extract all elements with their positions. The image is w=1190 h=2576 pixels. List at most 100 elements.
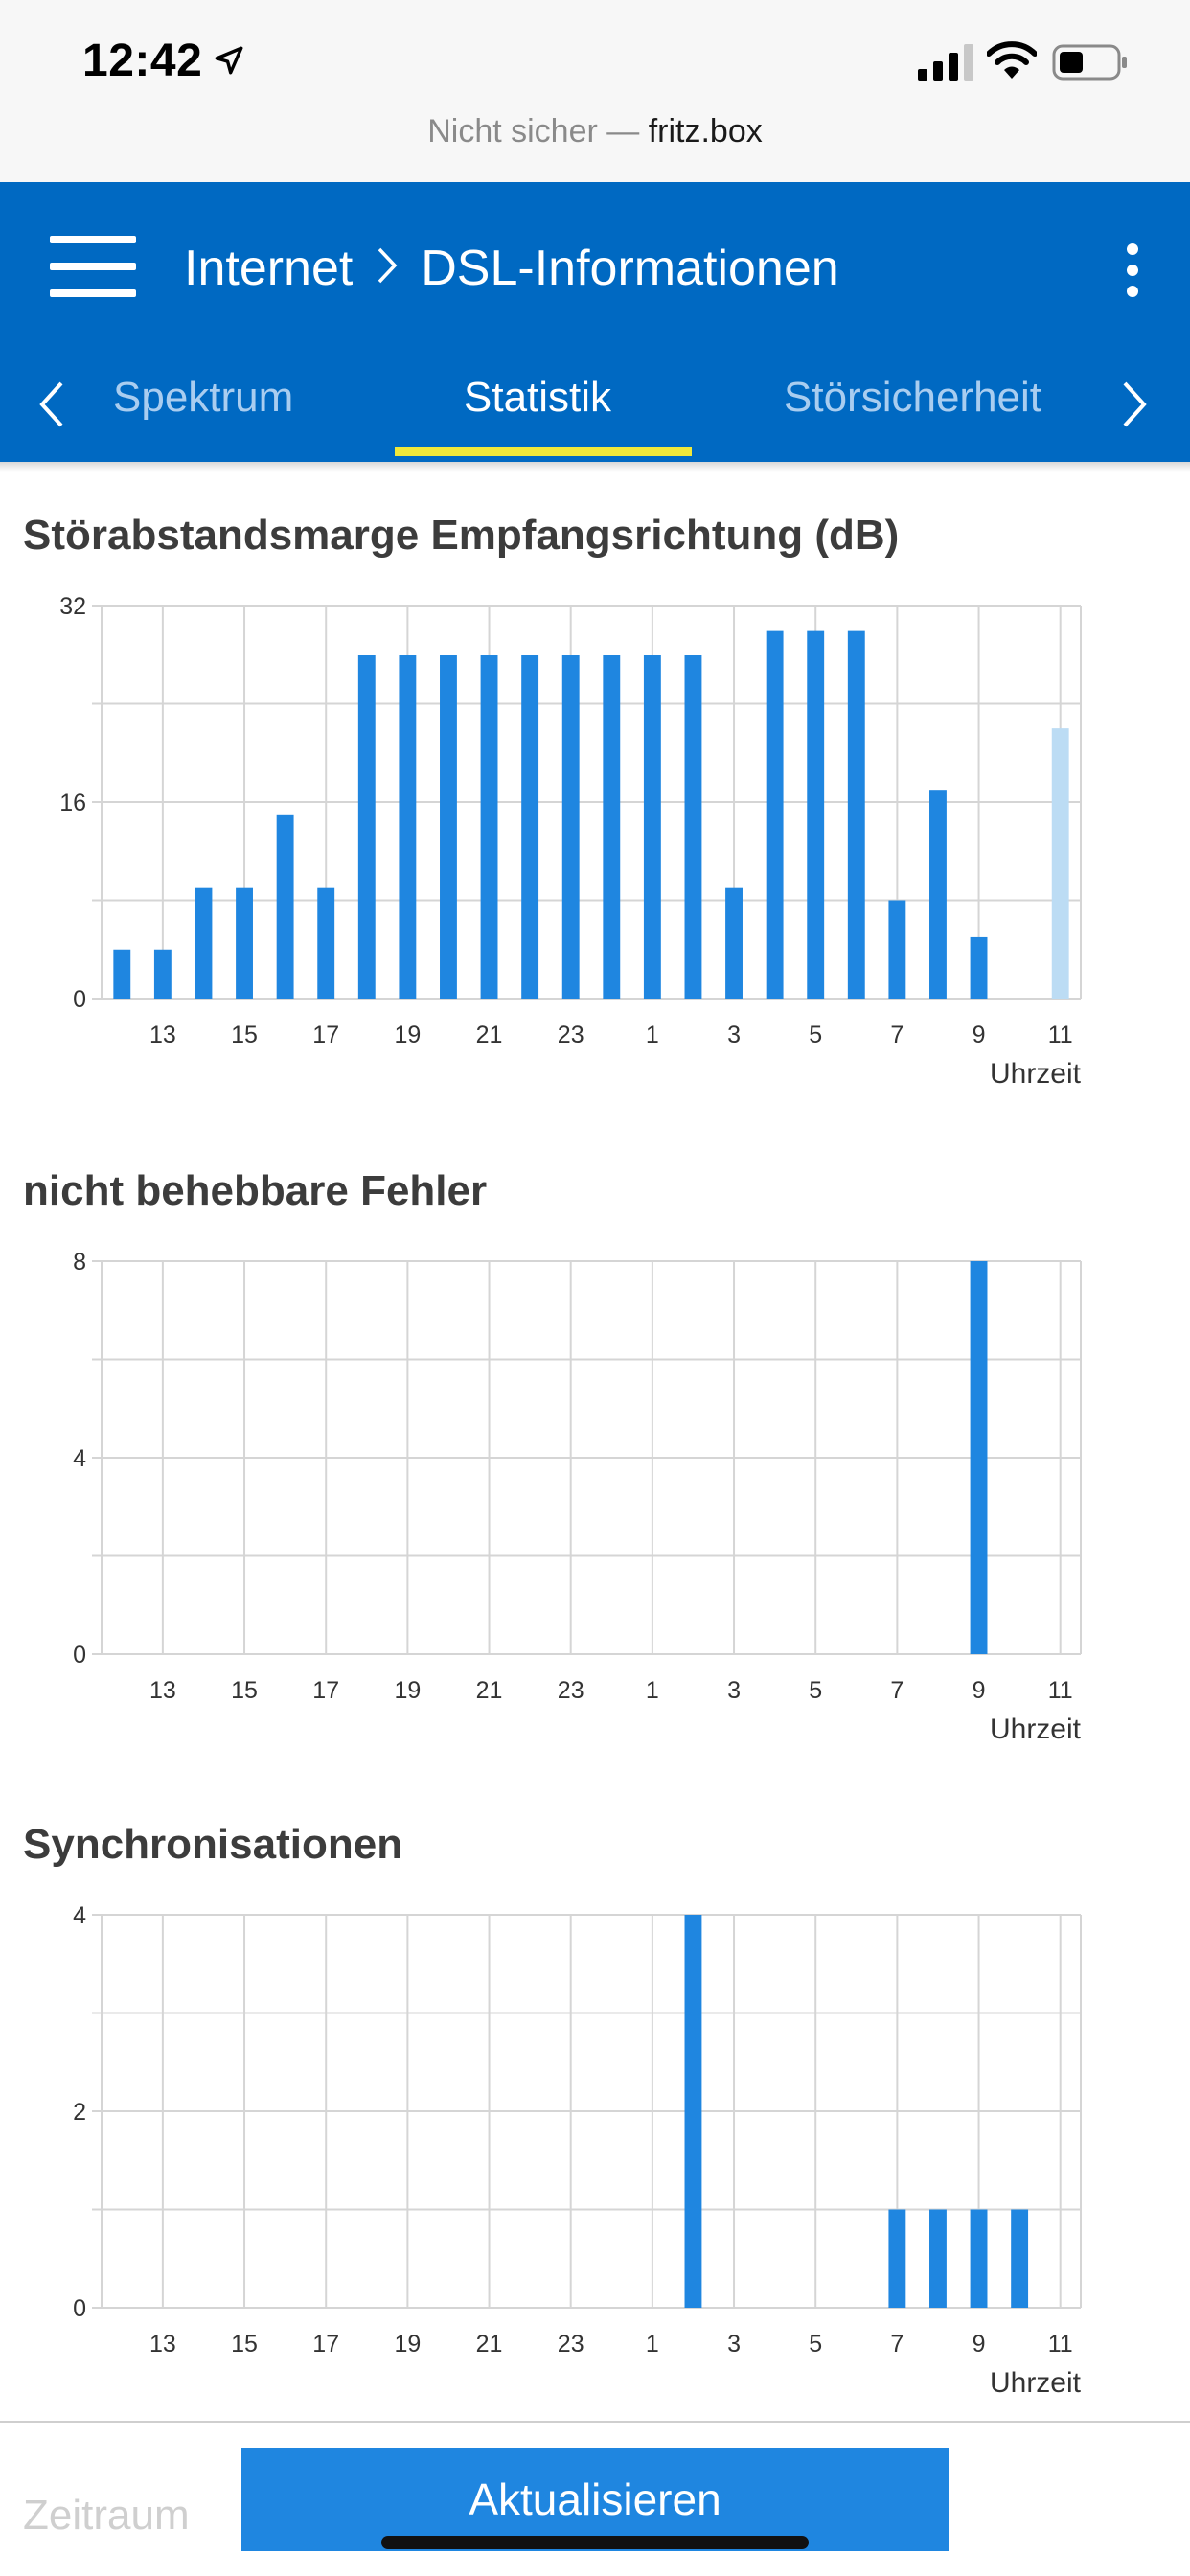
x-axis-label: Uhrzeit bbox=[990, 1058, 1082, 1090]
period-label[interactable]: Zeitraum bbox=[23, 2492, 190, 2539]
bar-hour-9[interactable] bbox=[970, 1261, 988, 1654]
bar-hour-16[interactable] bbox=[276, 814, 294, 999]
breadcrumb: Internet DSL-Informationen bbox=[184, 240, 839, 297]
bar-hour-22[interactable] bbox=[521, 655, 539, 999]
bar-hour-7[interactable] bbox=[888, 900, 906, 1000]
bar-hour-5[interactable] bbox=[807, 630, 825, 999]
more-options-icon[interactable] bbox=[1113, 243, 1152, 301]
refresh-button[interactable]: Aktualisieren bbox=[241, 2448, 949, 2551]
bar-hour-14[interactable] bbox=[195, 887, 213, 999]
url-security-label: Nicht sicher — bbox=[427, 113, 649, 150]
x-tick-label: 3 bbox=[727, 1022, 741, 1048]
x-tick-label: 15 bbox=[231, 2331, 258, 2358]
x-tick-label: 13 bbox=[149, 1677, 176, 1704]
x-tick-label: 19 bbox=[394, 1677, 421, 1704]
x-tick-label: 5 bbox=[809, 2331, 822, 2358]
active-tab-indicator bbox=[395, 447, 692, 456]
y-tick-label: 32 bbox=[59, 593, 86, 620]
chart-title-snr-margin: Störabstandsmarge Empfangsrichtung (dB) bbox=[23, 512, 900, 559]
bar-hour-2[interactable] bbox=[684, 1915, 702, 2308]
bar-hour-9[interactable] bbox=[970, 2209, 988, 2309]
tab-scroll-left-icon[interactable] bbox=[34, 380, 69, 429]
x-tick-label: 21 bbox=[476, 1677, 503, 1704]
url-bar[interactable]: Nicht sicher — fritz.box bbox=[0, 113, 1190, 150]
header-shadow bbox=[0, 462, 1190, 472]
wifi-icon bbox=[987, 41, 1037, 79]
x-tick-label: 23 bbox=[558, 1677, 584, 1704]
bar-hour-20[interactable] bbox=[440, 655, 457, 999]
bar-hour-21[interactable] bbox=[480, 655, 498, 999]
tab-scroll-right-icon[interactable] bbox=[1117, 380, 1152, 429]
y-tick-label: 4 bbox=[73, 1902, 86, 1929]
tab-stoersicherheit[interactable]: Störsicherheit bbox=[784, 374, 1042, 421]
bar-hour-7[interactable] bbox=[888, 2209, 906, 2309]
x-tick-label: 23 bbox=[558, 2331, 584, 2358]
location-arrow-icon bbox=[215, 46, 243, 75]
x-tick-label: 9 bbox=[973, 2331, 986, 2358]
x-tick-label: 15 bbox=[231, 1022, 258, 1048]
x-tick-label: 19 bbox=[394, 1022, 421, 1048]
x-axis-label: Uhrzeit bbox=[990, 1714, 1082, 1745]
bar-hour-23[interactable] bbox=[561, 655, 580, 999]
x-tick-label: 9 bbox=[973, 1677, 986, 1704]
x-tick-label: 11 bbox=[1048, 1677, 1073, 1704]
breadcrumb-parent[interactable]: Internet bbox=[184, 241, 354, 296]
y-tick-label: 0 bbox=[73, 1642, 86, 1668]
bar-hour-6[interactable] bbox=[847, 630, 865, 999]
x-tick-label: 13 bbox=[149, 2331, 176, 2358]
tab-statistik[interactable]: Statistik bbox=[464, 374, 612, 421]
x-tick-label: 17 bbox=[312, 1022, 339, 1048]
url-domain: fritz.box bbox=[648, 113, 763, 150]
x-tick-label: 11 bbox=[1048, 1022, 1073, 1048]
x-tick-label: 17 bbox=[312, 2331, 339, 2358]
x-tick-label: 21 bbox=[476, 1022, 503, 1048]
bar-hour-4[interactable] bbox=[766, 630, 784, 999]
bar-hour-10[interactable] bbox=[1011, 2209, 1029, 2309]
status-time: 12:42 bbox=[82, 35, 203, 86]
x-tick-label: 15 bbox=[231, 1677, 258, 1704]
y-tick-label: 8 bbox=[73, 1249, 86, 1276]
bar-hour-2[interactable] bbox=[684, 655, 702, 999]
home-indicator bbox=[381, 2536, 809, 2549]
x-tick-label: 3 bbox=[727, 2331, 741, 2358]
cellular-signal-icon bbox=[918, 44, 973, 80]
x-tick-label: 5 bbox=[809, 1677, 822, 1704]
bar-hour-15[interactable] bbox=[236, 887, 253, 999]
x-tick-label: 7 bbox=[890, 1022, 904, 1048]
bar-hour-19[interactable] bbox=[399, 655, 417, 999]
x-tick-label: 7 bbox=[890, 2331, 904, 2358]
bar-hour-3[interactable] bbox=[725, 887, 743, 999]
y-tick-label: 4 bbox=[73, 1445, 86, 1472]
x-tick-label: 21 bbox=[476, 2331, 503, 2358]
bar-hour-18[interactable] bbox=[357, 655, 376, 999]
x-tick-label: 23 bbox=[558, 1022, 584, 1048]
chart-title-synchronizations: Synchronisationen bbox=[23, 1821, 403, 1868]
chevron-right-icon bbox=[378, 247, 398, 284]
x-tick-label: 1 bbox=[646, 1022, 659, 1048]
y-tick-label: 16 bbox=[59, 790, 86, 816]
bar-hour-13[interactable] bbox=[153, 949, 172, 999]
bar-hour-1[interactable] bbox=[643, 655, 661, 999]
x-tick-label: 9 bbox=[973, 1022, 986, 1048]
y-tick-label: 0 bbox=[73, 986, 86, 1013]
bar-hour-12[interactable] bbox=[113, 949, 131, 999]
x-tick-label: 1 bbox=[646, 1677, 659, 1704]
x-tick-label: 13 bbox=[149, 1022, 176, 1048]
bar-hour-0[interactable] bbox=[603, 655, 621, 999]
x-tick-label: 3 bbox=[727, 1677, 741, 1704]
app-header: Internet DSL-Informationen Spektrum Stat… bbox=[0, 182, 1190, 462]
bar-hour-11[interactable] bbox=[1051, 728, 1069, 999]
x-tick-label: 5 bbox=[809, 1022, 822, 1048]
tab-spektrum[interactable]: Spektrum bbox=[113, 374, 294, 421]
menu-hamburger-icon[interactable] bbox=[50, 236, 136, 297]
bar-hour-8[interactable] bbox=[929, 2209, 947, 2309]
bar-hour-8[interactable] bbox=[929, 790, 947, 999]
x-tick-label: 17 bbox=[312, 1677, 339, 1704]
breadcrumb-current: DSL-Informationen bbox=[421, 241, 839, 296]
bottom-divider bbox=[0, 2421, 1190, 2423]
bar-hour-9[interactable] bbox=[970, 936, 988, 999]
bar-hour-17[interactable] bbox=[317, 887, 335, 999]
